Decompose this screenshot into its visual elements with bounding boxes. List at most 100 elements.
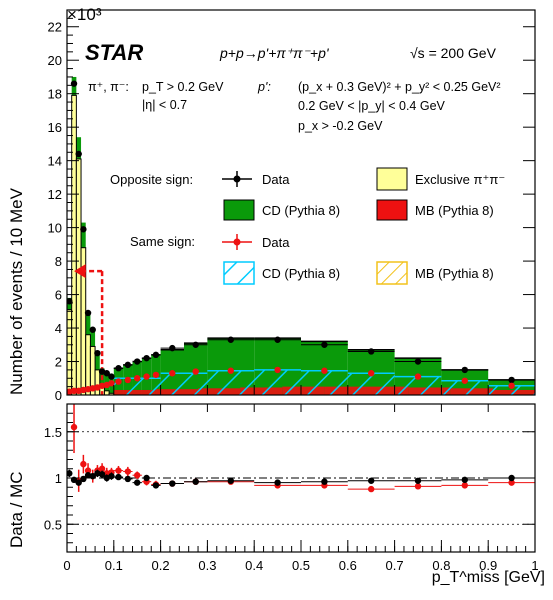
ratio-os-point [115, 473, 122, 481]
ratio-ss-point [80, 460, 87, 468]
ratio-ss-point [508, 479, 515, 486]
proton-cut-circle: (p_x + 0.3 GeV)² + p_y² < 0.25 GeV² [298, 80, 501, 94]
ratio-os-point [192, 478, 199, 485]
ratio-os-point [143, 474, 150, 482]
data-os-point [143, 354, 150, 362]
data-ss-point [461, 377, 468, 384]
data-os-point [103, 370, 110, 377]
data-os-point [321, 341, 328, 348]
top-y-tick-label: 8 [55, 254, 62, 269]
top-axes: 0 2 4 6 8 10 12 14 16 18 20 22 [48, 9, 536, 403]
x-tick-label: 1 [531, 558, 538, 573]
ss-cd-bin [488, 385, 535, 395]
x-tick-label: 0.5 [292, 558, 310, 573]
fine-bin-exclusive [80, 247, 87, 395]
ratio-os-point [461, 476, 468, 484]
ratio-ss-point [84, 467, 92, 474]
energy-label: √s = 200 GeV [410, 45, 497, 61]
top-y-tick-label: 4 [55, 321, 62, 336]
ratio-os-point [108, 472, 115, 480]
ratio-os-point [124, 475, 132, 483]
x-tick-label: 0.4 [245, 558, 263, 573]
fine-bin-exclusive [94, 369, 101, 395]
ratio-ss-point [124, 468, 132, 475]
ss-cd-bin [160, 373, 208, 395]
data-ss-point [134, 375, 141, 382]
x-tick-label: 0.2 [152, 558, 170, 573]
data-os-point [508, 376, 515, 384]
top-y-tick-label: 22 [48, 20, 62, 35]
data-ss-point [321, 367, 328, 374]
fine-bin-exclusive [67, 309, 73, 395]
pion-cuts-label: π⁺, π⁻: [88, 80, 129, 94]
data-os-point [414, 358, 422, 365]
data-ss-point [108, 380, 115, 387]
ratio-ss-point [70, 423, 78, 431]
data-os-point [461, 366, 468, 374]
legend-cd-ss-swatch [223, 261, 255, 285]
star-logo-text: STAR [85, 40, 143, 65]
ratio-os-point [508, 474, 515, 482]
legend-data-os-marker [233, 175, 241, 183]
data-os-point [192, 341, 199, 348]
ratio-os-point [75, 479, 82, 486]
x-tick-label: 0 [63, 558, 70, 573]
legend-mb-os-label: MB (Pythia 8) [415, 203, 494, 218]
legend-exclusive-label: Exclusive π⁺π⁻ [415, 172, 505, 187]
ratio-gridlines [67, 431, 535, 525]
x-tick-label: 0.1 [105, 558, 123, 573]
x-tick-label: 0.3 [198, 558, 216, 573]
data-os-point [115, 365, 122, 372]
ratio-os-point [134, 479, 141, 486]
ratio-os-point [152, 482, 160, 489]
data-os-point [75, 150, 82, 158]
legend-exclusive-swatch [376, 167, 408, 191]
ratio-ss-point [115, 467, 122, 474]
data-os-point [368, 348, 375, 355]
x-axis-title: p_T^miss [GeV] [432, 569, 545, 586]
data-os-point [124, 361, 132, 369]
legend-mb-os-swatch [376, 199, 408, 221]
proton-cut-px: p_x > -0.2 GeV [298, 119, 383, 133]
top-data-points-layer [67, 80, 535, 395]
data-os-point [89, 326, 96, 333]
x-tick-label: 0.7 [386, 558, 404, 573]
ratio-y-axis-title: Data / MC [7, 471, 26, 548]
data-ss-point [70, 387, 78, 395]
pion-cut-pt: p_T > 0.2 GeV [142, 80, 224, 94]
data-ss-point [414, 373, 422, 380]
ratio-os-point [321, 478, 328, 485]
x-tick-label: 0.6 [339, 558, 357, 573]
top-y-tick-label: 20 [48, 53, 62, 68]
ss-cd-bin [441, 380, 489, 395]
ratio-y-tick-label: 1.5 [44, 425, 62, 440]
top-y-tick-label: 2 [55, 355, 62, 370]
ss-cd-bin [254, 369, 301, 395]
proton-cuts-label: p': [257, 80, 271, 94]
top-y-tick-label: 0 [55, 388, 62, 403]
ratio-os-point [274, 479, 281, 486]
top-y-tick-label: 12 [48, 187, 62, 202]
cut-arrow-head [74, 264, 86, 279]
data-os-point [108, 373, 115, 380]
fine-bin-cd [99, 368, 105, 395]
data-ss-point [124, 376, 132, 384]
ss-cd-bin [347, 373, 395, 395]
legend-mb-ss-label: MB (Pythia 8) [415, 266, 494, 281]
ss-cd-bin [113, 378, 161, 395]
legend: Opposite sign: Data Exclusive π⁺π⁻ CD (P… [110, 167, 505, 285]
ratio-ss-point [134, 472, 141, 479]
legend-data-os-label: Data [262, 172, 290, 187]
pion-cut-eta: |η| < 0.7 [142, 98, 187, 112]
legend-cd-os-label: CD (Pythia 8) [262, 203, 340, 218]
ratio-y-tick-label: 0.5 [44, 517, 62, 532]
y-exponent-label: ×10³ [67, 5, 102, 24]
data-ss-point [115, 378, 122, 385]
ratio-ss-point [98, 465, 106, 472]
top-y-tick-label: 16 [48, 120, 62, 135]
ratio-ss-point [414, 483, 422, 490]
data-os-point [274, 336, 281, 343]
ratio-axes: 0.5 1 1.5 0 0.1 0.2 0.3 0.4 0.5 0.6 0.7 0.8 0.9 1 [44, 403, 539, 573]
ratio-os-point [67, 470, 73, 477]
legend-same-sign-title: Same sign: [130, 234, 195, 249]
